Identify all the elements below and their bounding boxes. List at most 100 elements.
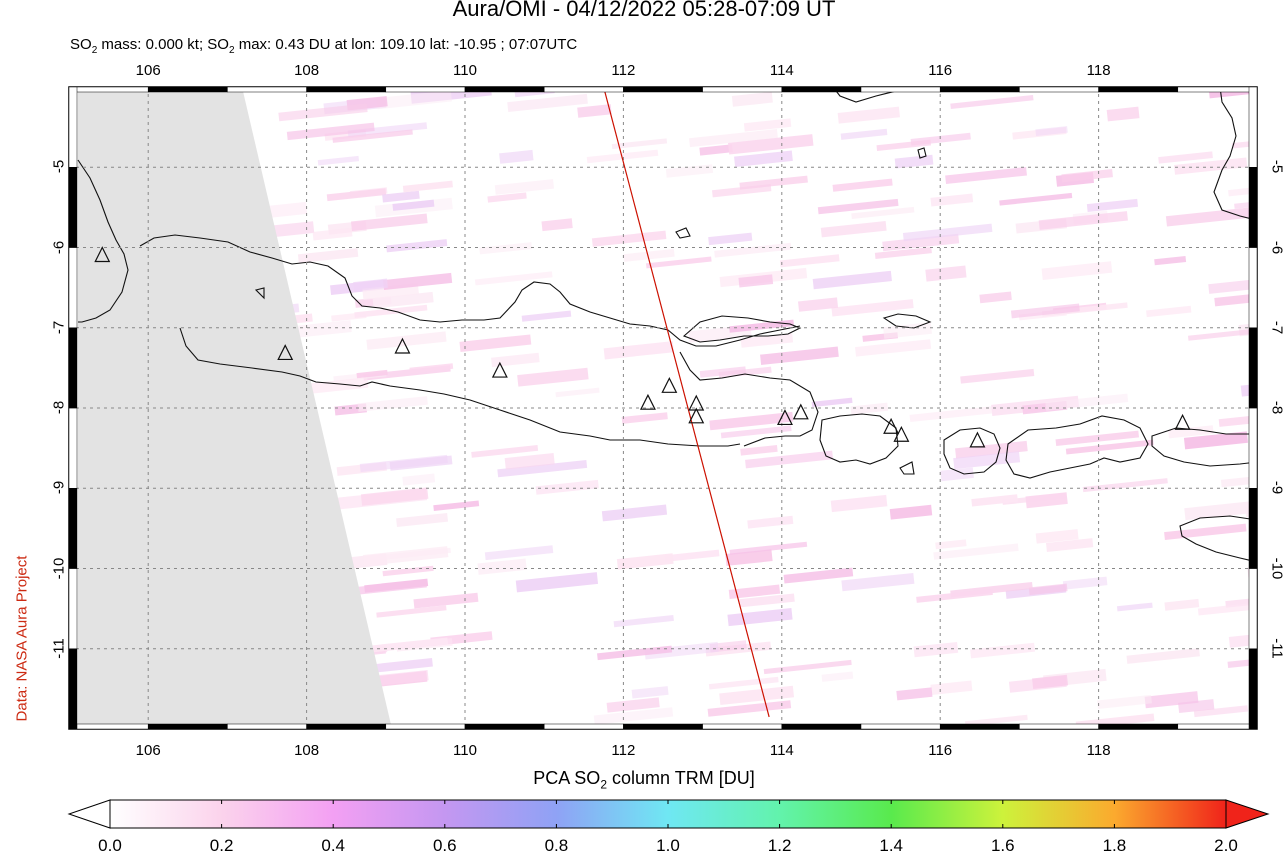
map-subtitle: SO2 mass: 0.000 kt; SO2 max: 0.43 DU at … bbox=[70, 36, 578, 56]
so2-pixel bbox=[720, 425, 792, 439]
lat-tick-label-left: -10 bbox=[50, 557, 68, 579]
volcano-triangle-icon bbox=[394, 337, 411, 354]
colorbar-tick-label: 0.8 bbox=[544, 836, 569, 855]
colorbar-tick-label: 1.4 bbox=[879, 836, 904, 855]
so2-pixel bbox=[1097, 694, 1152, 709]
so2-pixel bbox=[386, 239, 448, 253]
frame-bar-segment bbox=[227, 86, 307, 93]
so2-pixel bbox=[535, 479, 599, 495]
so2-pixel bbox=[945, 166, 1027, 184]
so2-pixel bbox=[913, 641, 959, 658]
so2-pixel bbox=[719, 685, 795, 705]
colorbar-tick-label: 2.0 bbox=[1214, 836, 1238, 855]
lon-tick-label-bottom: 106 bbox=[135, 742, 161, 759]
so2-pixel bbox=[504, 452, 555, 470]
frame-bar-segment bbox=[147, 723, 228, 730]
colorbar-high-arrow bbox=[1225, 799, 1270, 829]
so2-pixel bbox=[491, 352, 540, 368]
so2-pixel bbox=[747, 515, 794, 529]
frame-bar-segment bbox=[1248, 407, 1258, 489]
so2-pixel bbox=[1035, 529, 1079, 544]
so2-pixel bbox=[896, 687, 933, 701]
so2-pixel bbox=[353, 278, 388, 292]
so2-pixel bbox=[714, 242, 792, 258]
so2-pixel bbox=[499, 149, 534, 164]
so2-pixel bbox=[1010, 303, 1080, 319]
so2-pixel bbox=[577, 104, 612, 118]
lat-tick-label-right: -6 bbox=[1268, 240, 1286, 254]
frame-bar-segment bbox=[860, 723, 941, 730]
coast-lombok bbox=[943, 427, 1001, 475]
volcano-triangle-icon bbox=[969, 431, 986, 448]
so2-pixel bbox=[367, 669, 429, 687]
lat-tick-label-right: -10 bbox=[1268, 557, 1286, 579]
frame-bar-segment bbox=[464, 86, 545, 93]
so2-pixel bbox=[840, 128, 888, 140]
so2-pixel bbox=[356, 369, 388, 379]
so2-pixel bbox=[830, 494, 888, 513]
so2-pixel bbox=[297, 248, 359, 264]
so2-pixel bbox=[1038, 211, 1128, 230]
so2-pixel bbox=[933, 543, 1019, 560]
so2-pixel bbox=[1158, 151, 1213, 164]
so2-pixel bbox=[894, 154, 934, 169]
so2-pixel bbox=[541, 218, 573, 232]
so2-pixel bbox=[739, 593, 795, 608]
so2-pixel bbox=[718, 366, 772, 379]
volcano-triangle-icon bbox=[491, 361, 508, 378]
frame-bar-segment bbox=[1248, 86, 1258, 168]
coast-sumbawa bbox=[1005, 415, 1149, 479]
map-title: Aura/OMI - 04/12/2022 05:28-07:09 UT bbox=[452, 0, 836, 21]
lat-tick-label-left: -9 bbox=[50, 481, 68, 495]
lon-tick-label-top: 112 bbox=[611, 62, 636, 79]
so2-pixel bbox=[916, 588, 993, 603]
so2-pixel bbox=[616, 553, 674, 570]
frame-bar-segment bbox=[1177, 723, 1258, 730]
so2-pixel bbox=[1025, 492, 1068, 509]
so2-pixel bbox=[360, 487, 429, 506]
frame-bar-segment bbox=[623, 86, 703, 93]
coast-small-island-2 bbox=[254, 287, 265, 300]
so2-pixel bbox=[1193, 705, 1249, 718]
so2-pixel bbox=[621, 412, 668, 424]
frame-bar-segment bbox=[1019, 723, 1099, 730]
colorbar-tick-label: 0.2 bbox=[209, 836, 234, 855]
so2-pixel bbox=[970, 642, 1036, 659]
so2-pixel bbox=[837, 106, 900, 124]
colorbar-tick-label: 1.6 bbox=[990, 836, 1015, 855]
frame-bar-segment bbox=[702, 86, 783, 93]
so2-pixel bbox=[479, 242, 533, 255]
lat-tick-label-right: -5 bbox=[1268, 160, 1286, 174]
so2-pixel bbox=[935, 539, 967, 550]
so2-pixel bbox=[376, 90, 452, 110]
frame-bar-segment bbox=[1248, 247, 1258, 328]
so2-pixel bbox=[631, 686, 669, 699]
so2-pixel bbox=[832, 178, 893, 192]
coast-java-south bbox=[179, 327, 741, 447]
volcano-triangle-icon bbox=[277, 344, 294, 361]
so2-pixel bbox=[494, 179, 555, 195]
so2-pixel bbox=[1253, 101, 1257, 119]
frame-bar-segment bbox=[781, 86, 862, 93]
lon-tick-label-top: 114 bbox=[769, 62, 794, 79]
volcano-triangle-icon bbox=[688, 407, 705, 424]
so2-pixel bbox=[474, 271, 553, 286]
colorbar-low-arrow bbox=[67, 799, 111, 829]
so2-pixel bbox=[855, 339, 932, 357]
lon-tick-label-top: 106 bbox=[135, 62, 161, 79]
so2-pixel bbox=[1228, 183, 1257, 197]
so2-pixel bbox=[734, 150, 793, 167]
so2-pixel bbox=[613, 615, 674, 628]
so2-pixel bbox=[644, 641, 719, 660]
frame-bar-segment bbox=[147, 86, 228, 93]
so2-pixel bbox=[402, 180, 453, 193]
graticule bbox=[69, 87, 1257, 729]
colorbar-tick-label: 1.0 bbox=[656, 836, 680, 855]
so2-pixel bbox=[593, 707, 674, 725]
lat-tick-label-left: -11 bbox=[50, 637, 68, 659]
so2-pixel bbox=[763, 659, 852, 675]
lat-tick-label-left: -6 bbox=[50, 240, 68, 254]
colorbar-bar bbox=[109, 799, 1227, 829]
coast-small-island-3 bbox=[917, 147, 927, 159]
